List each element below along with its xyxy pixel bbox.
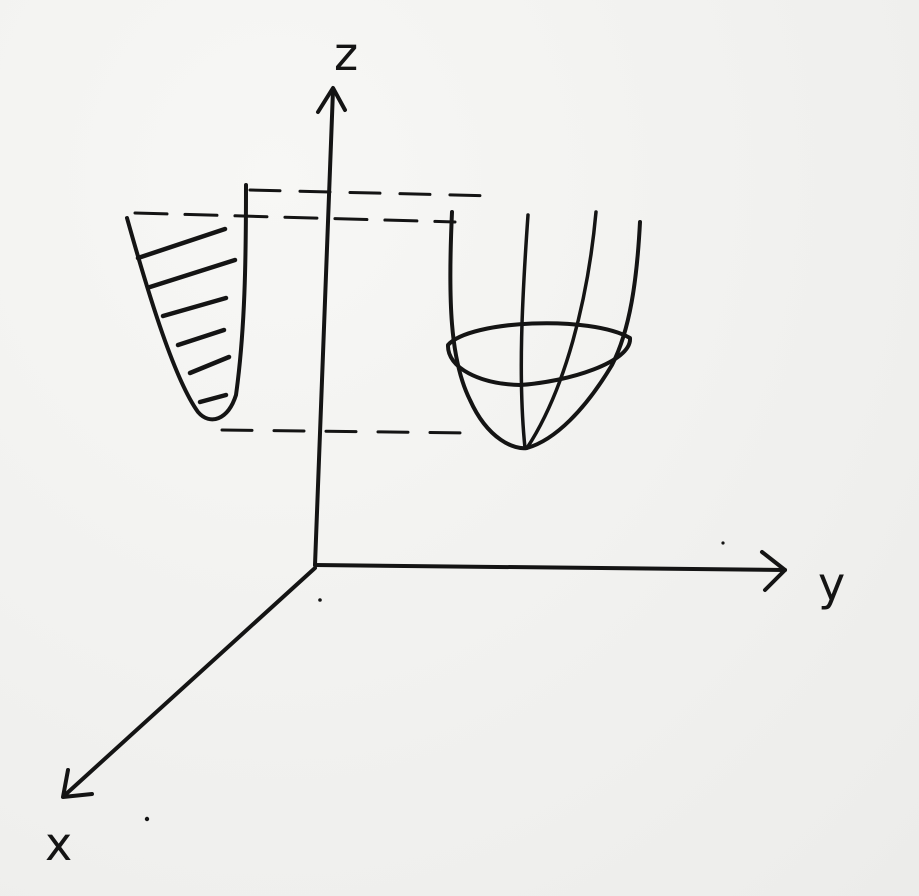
stray-pen-marks: [144, 541, 725, 822]
coordinate-axes: [61, 86, 787, 799]
top-dashed-line-lower: [133, 211, 457, 224]
stray-dot-1: [318, 598, 322, 602]
stray-dot-3: [721, 541, 725, 545]
paraboloid-meridian-2: [525, 210, 598, 450]
hatch-line-3: [160, 295, 229, 319]
y-axis: [313, 563, 787, 572]
hatch-line-1: [135, 226, 228, 261]
x-axis-arrowhead: [61, 768, 94, 799]
z-axis: [313, 88, 335, 567]
paraboloid-meridian-1: [519, 213, 530, 450]
projection-dashes: [133, 188, 497, 435]
stray-dot-2: [144, 816, 150, 822]
hatch-line-4: [175, 327, 227, 348]
top-dashed-line-upper: [248, 188, 497, 198]
hatch-line-5: [187, 354, 232, 376]
y-axis-label: y: [818, 557, 845, 611]
hatch-line-6: [197, 392, 229, 405]
z-axis-label: z: [334, 27, 358, 81]
left-parabola-outline: [125, 183, 248, 422]
left-hatched-parabola: [125, 183, 248, 422]
hatch-line-2: [147, 257, 238, 290]
paraboloid-ellipse-ring: [445, 321, 632, 387]
bottom-dashed-line: [220, 428, 472, 435]
x-axis-label: x: [45, 817, 72, 871]
z-axis-arrowhead: [316, 86, 347, 114]
right-paraboloid: [445, 210, 642, 451]
x-axis: [63, 566, 317, 797]
y-axis-arrowhead: [760, 550, 787, 592]
